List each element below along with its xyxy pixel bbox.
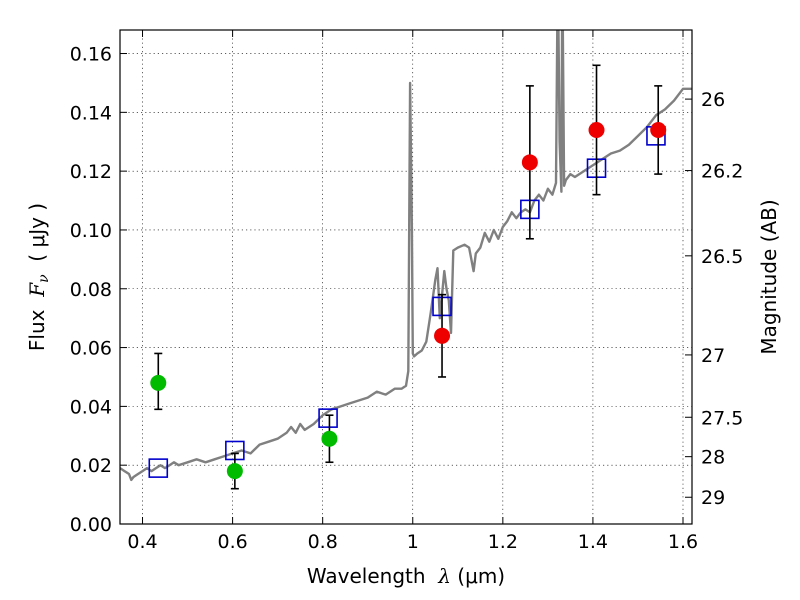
detection-point-2: [588, 121, 605, 138]
mag-tick-label-5: 28: [701, 447, 725, 469]
nondetection-point-0: [150, 374, 167, 391]
y-tick-label-1: 0.02: [70, 455, 112, 477]
x-tick-label-4: 1.2: [488, 531, 518, 553]
y-tick-label-4: 0.08: [70, 279, 112, 301]
plot-area: [120, 30, 692, 482]
detection-point-3: [650, 121, 667, 138]
nondetection-point-2: [321, 430, 338, 447]
plot-frame: [119, 29, 693, 525]
x-tick-label-5: 1.4: [578, 531, 608, 553]
model-photometry-point-0: [148, 458, 169, 478]
x-tick-label-1: 0.6: [217, 531, 247, 553]
x-tick-label-3: 1: [407, 531, 419, 553]
y-tick-label-5: 0.10: [70, 220, 112, 242]
detection-point-0: [434, 327, 451, 344]
tick-marks: [120, 30, 692, 525]
y2-axis-title: Magnitude (AB): [757, 199, 781, 354]
markers: [148, 64, 667, 490]
model-photometry-point-2: [318, 408, 338, 428]
detection-point-1: [521, 154, 538, 171]
y-tick-label-7: 0.14: [70, 102, 112, 124]
nondetection-point-1: [226, 463, 243, 480]
mag-tick-label-1: 26.2: [701, 161, 743, 183]
y-axis-title: Flux Fν ( μJy ): [25, 203, 52, 351]
y-tick-label-8: 0.16: [70, 44, 112, 66]
plot-background: [120, 30, 692, 524]
mag-tick-label-3: 27: [701, 345, 725, 367]
y-tick-label-0: 0.00: [70, 514, 112, 536]
tick-labels: 0.4 0.6 0.8 1 1.2 1.4 1.6 0.00 0.02 0.04 0.06 0.08 0…: [70, 44, 744, 553]
y-tick-label-6: 0.12: [70, 161, 112, 183]
x-tick-label-2: 0.8: [308, 531, 338, 553]
mag-tick-label-0: 26: [701, 89, 725, 111]
y-tick-label-3: 0.06: [70, 338, 112, 360]
mag-tick-label-6: 29: [701, 487, 725, 509]
x-tick-label-6: 1.6: [668, 531, 698, 553]
x-tick-label-0: 0.4: [127, 531, 157, 553]
mag-tick-label-2: 26.5: [701, 246, 743, 268]
mag-tick-label-4: 27.5: [701, 407, 743, 429]
y-tick-label-2: 0.04: [70, 396, 112, 418]
x-axis-title: Wavelength λ (μm): [307, 564, 505, 588]
model-spectrum-line: [120, 30, 692, 482]
